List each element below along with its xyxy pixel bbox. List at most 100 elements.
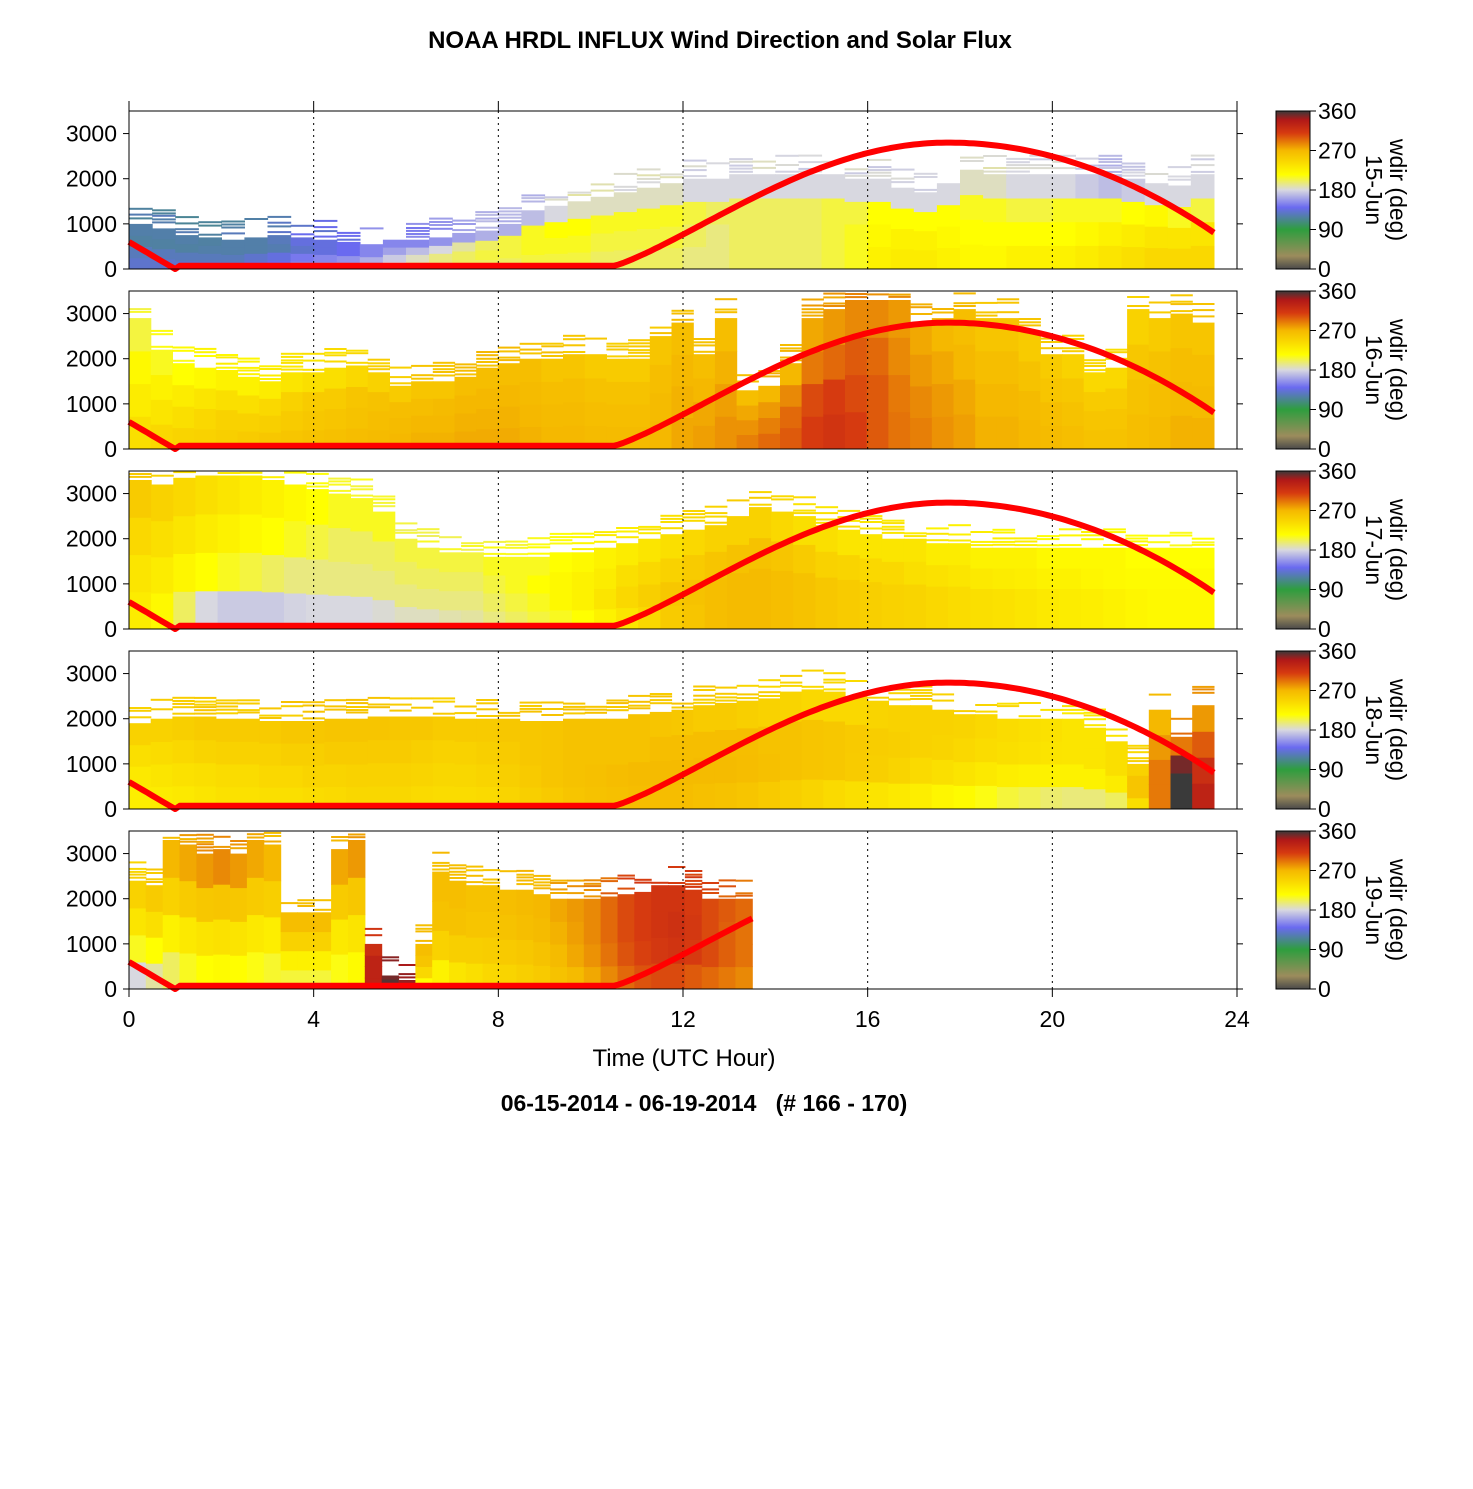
- x-tick-label: 4: [307, 1006, 320, 1032]
- heatmap-streak: [693, 344, 716, 347]
- heatmap-streak: [683, 165, 707, 168]
- heatmap-cell: [1105, 408, 1128, 430]
- heatmap-streak: [519, 705, 542, 707]
- heatmap-cell: [359, 244, 384, 251]
- heatmap-streak: [649, 699, 673, 702]
- heatmap-cell: [775, 221, 799, 246]
- heatmap-cell: [290, 253, 315, 262]
- heatmap-streak: [549, 542, 573, 545]
- heatmap-streak: [628, 349, 651, 352]
- heatmap-cell: [617, 941, 635, 966]
- colorbar-label: wdir (deg): [1385, 138, 1411, 241]
- heatmap-streak: [215, 366, 239, 369]
- heatmap-cell: [953, 785, 976, 809]
- heatmap-cell: [660, 557, 684, 583]
- heatmap-streak: [617, 877, 635, 880]
- heatmap-cell: [649, 760, 673, 786]
- heatmap-cell: [563, 718, 586, 742]
- heatmap-streak: [172, 706, 195, 709]
- heatmap-streak: [736, 684, 759, 687]
- heatmap-streak: [221, 223, 245, 226]
- heatmap-cell: [823, 379, 846, 415]
- heatmap-streak: [297, 899, 315, 902]
- heatmap-streak: [1040, 341, 1063, 343]
- heatmap-cell: [461, 590, 484, 611]
- heatmap-streak: [1170, 310, 1193, 313]
- heatmap-streak: [306, 485, 329, 488]
- heatmap-streak: [475, 226, 499, 229]
- heatmap-streak: [1029, 164, 1053, 167]
- heatmap-cell: [237, 376, 260, 396]
- heatmap-cell: [684, 964, 703, 989]
- heatmap-cell: [476, 388, 499, 409]
- heatmap-cell: [1127, 379, 1150, 415]
- heatmap-cell: [172, 716, 195, 741]
- heatmap-streak: [394, 531, 418, 534]
- heatmap-cell: [671, 322, 694, 355]
- heatmap-streak: [845, 296, 868, 299]
- heatmap-cell: [194, 388, 217, 409]
- heatmap-cell: [194, 408, 217, 430]
- heatmap-streak: [1029, 158, 1053, 161]
- heatmap-cell: [497, 384, 521, 407]
- heatmap-cell: [313, 239, 338, 248]
- heatmap-streak: [324, 351, 347, 354]
- heatmap-cell: [606, 741, 629, 765]
- heatmap-cell: [324, 388, 347, 409]
- heatmap-cell: [359, 250, 384, 258]
- heatmap-streak: [550, 879, 568, 882]
- heatmap-streak: [213, 845, 231, 848]
- heatmap-cell: [1052, 174, 1076, 199]
- heatmap-streak: [584, 708, 607, 711]
- heatmap-streak: [215, 708, 239, 711]
- heatmap-streak: [297, 902, 315, 905]
- heatmap-cell: [482, 963, 501, 989]
- heatmap-cell: [324, 763, 347, 788]
- colorbar-tick-label: 270: [1318, 678, 1356, 704]
- heatmap-streak: [346, 709, 369, 711]
- heatmap-cell: [714, 350, 738, 385]
- heatmap-streak: [328, 489, 351, 492]
- heatmap-cell: [389, 385, 412, 403]
- heatmap-streak: [194, 703, 217, 706]
- colorbar-tick-label: 360: [1318, 638, 1356, 664]
- heatmap-cell: [1190, 245, 1215, 269]
- heatmap-cell: [1006, 245, 1030, 269]
- heatmap-cell: [475, 249, 499, 260]
- heatmap-cell: [519, 721, 542, 744]
- heatmap-cell: [237, 763, 260, 788]
- heatmap-cell: [129, 934, 147, 963]
- heatmap-cell: [389, 739, 412, 764]
- heatmap-cell: [461, 571, 484, 592]
- heatmap-streak: [129, 473, 152, 475]
- heatmap-cell: [246, 914, 265, 953]
- heatmap-streak: [267, 221, 292, 224]
- heatmap-streak: [541, 342, 564, 345]
- heatmap-streak: [1098, 170, 1123, 173]
- heatmap-streak: [411, 706, 434, 709]
- heatmap-cell: [936, 247, 961, 269]
- heatmap-cell: [903, 561, 927, 585]
- heatmap-cell: [217, 475, 241, 515]
- heatmap-streak: [367, 362, 390, 365]
- heatmap-streak: [992, 543, 1016, 546]
- heatmap-cell: [714, 756, 738, 784]
- heatmap-cell: [780, 721, 803, 751]
- heatmap-streak: [1127, 760, 1150, 763]
- heatmap-streak: [302, 359, 325, 362]
- heatmap-streak: [152, 209, 176, 212]
- heatmap-cell: [230, 921, 248, 956]
- heatmap-streak: [196, 846, 214, 849]
- heatmap-streak: [1127, 305, 1150, 307]
- heatmap-cell: [815, 551, 839, 578]
- heatmap-cell: [594, 568, 617, 589]
- heatmap-cell: [267, 243, 292, 253]
- heatmap-streak: [693, 338, 716, 340]
- heatmap-streak: [505, 543, 529, 546]
- heatmap-cell: [389, 401, 412, 418]
- heatmap-streak: [1014, 537, 1038, 540]
- heatmap-streak: [771, 495, 794, 498]
- heatmap-cell: [1148, 383, 1172, 417]
- heatmap-streak: [859, 521, 883, 523]
- heatmap-cell: [194, 762, 217, 787]
